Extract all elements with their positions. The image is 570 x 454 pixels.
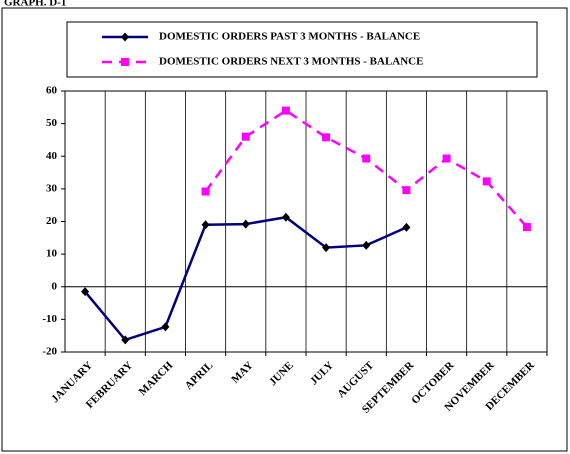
y-tick-label: 60	[46, 85, 58, 97]
marker	[81, 287, 90, 297]
marker	[322, 133, 331, 142]
legend-box	[66, 21, 538, 78]
y-tick-label: 50	[46, 117, 58, 129]
legend-label: DOMESTIC ORDERS NEXT 3 MONTHS - BALANCE	[159, 56, 423, 68]
marker	[522, 223, 531, 232]
y-tick-label: 30	[46, 182, 58, 194]
chart-border	[1, 7, 568, 452]
marker	[121, 32, 129, 42]
marker	[201, 187, 210, 196]
marker	[281, 106, 290, 115]
marker	[362, 240, 371, 250]
marker	[442, 154, 451, 163]
marker	[121, 335, 130, 345]
y-tick-label: 40	[46, 150, 58, 162]
marker	[362, 154, 371, 163]
marker	[161, 322, 170, 332]
marker	[402, 186, 411, 195]
y-tick-label: 10	[46, 248, 58, 260]
marker	[402, 222, 411, 232]
legend-label: DOMESTIC ORDERS PAST 3 MONTHS - BALANCE	[159, 31, 420, 43]
y-tick-label: -10	[42, 313, 57, 325]
marker	[241, 132, 250, 141]
marker	[201, 220, 210, 230]
y-tick-label: 20	[46, 215, 58, 227]
marker	[482, 177, 491, 186]
y-tick-label: -20	[42, 346, 57, 358]
y-tick-label: 0	[52, 280, 58, 292]
chart-title: GRAPH. D-1	[4, 0, 66, 9]
marker	[241, 219, 250, 229]
marker	[322, 243, 331, 253]
marker	[121, 58, 129, 66]
marker	[281, 212, 290, 222]
